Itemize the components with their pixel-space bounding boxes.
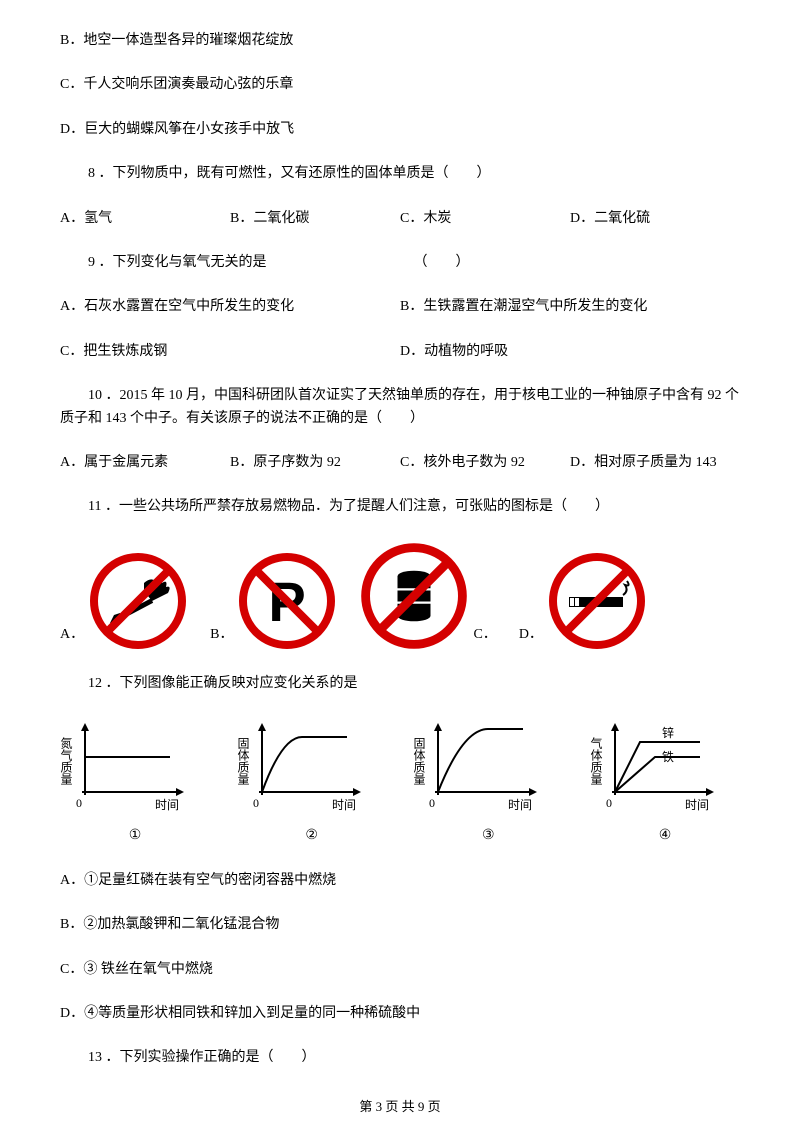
- q12-charts-row: 0 氮气质量 时间 ① 0 固体质量 时间 ② 0 固体质量 时间: [60, 717, 740, 848]
- chart-2: 0 固体质量 时间 ②: [237, 717, 387, 848]
- q9-stem: 9 ．下列变化与氧气无关的是 （ ）: [60, 252, 740, 274]
- svg-text:0: 0: [253, 796, 259, 810]
- svg-text:时间: 时间: [508, 798, 532, 812]
- svg-text:固体质量: 固体质量: [237, 737, 250, 785]
- q11-sign-a[interactable]: A．: [60, 551, 188, 651]
- q9-opt-d[interactable]: D．动植物的呼吸: [400, 341, 740, 363]
- q11-stem: 11 ．一些公共场所严禁存放易燃物品．为了提醒人们注意，可张贴的图标是（ ）: [60, 496, 740, 518]
- q10-stem: 10 ．2015 年 10 月，中国科研团队首次证实了天然铀单质的存在，用于核电…: [60, 385, 740, 430]
- q12-opt-b[interactable]: B．②加热氯酸钾和二氧化锰混合物: [60, 914, 740, 936]
- svg-text:固体质量: 固体质量: [413, 737, 426, 785]
- option-b-top: B．地空一体造型各异的璀璨烟花绽放: [60, 30, 740, 52]
- chart-1-num: ①: [60, 825, 210, 847]
- no-fire-icon: [88, 551, 188, 651]
- no-parking-icon: P: [237, 551, 337, 651]
- svg-text:铁: 铁: [662, 750, 674, 764]
- q13-stem: 13 ．下列实验操作正确的是（ ）: [60, 1047, 740, 1069]
- q8-options: A．氢气 B．二氧化碳 C．木炭 D．二氧化硫: [60, 208, 740, 230]
- q10-opt-a[interactable]: A．属于金属元素: [60, 452, 230, 474]
- q9-options-row1: A．石灰水露置在空气中所发生的变化 B．生铁露置在潮湿空气中所发生的变化: [60, 296, 740, 318]
- q8-opt-c[interactable]: C．木炭: [400, 208, 570, 230]
- option-d-top: D．巨大的蝴蝶风筝在小女孩手中放飞: [60, 119, 740, 141]
- flammable-barrel-icon: [359, 541, 469, 651]
- svg-text:时间: 时间: [332, 798, 356, 812]
- q10-options: A．属于金属元素 B．原子序数为 92 C．核外电子数为 92 D．相对原子质量…: [60, 452, 740, 474]
- q9-options-row2: C．把生铁炼成钢 D．动植物的呼吸: [60, 341, 740, 363]
- q12-stem: 12 ．下列图像能正确反映对应变化关系的是: [60, 673, 740, 695]
- svg-text:气体质量: 气体质量: [590, 736, 603, 785]
- svg-text:锌: 锌: [662, 726, 674, 740]
- q8-opt-a[interactable]: A．氢气: [60, 208, 230, 230]
- q11-label-b: B．: [210, 624, 233, 646]
- option-c-top: C．千人交响乐团演奏最动心弦的乐章: [60, 74, 740, 96]
- q12-opt-d[interactable]: D．④等质量形状相同铁和锌加入到足量的同一种稀硫酸中: [60, 1003, 740, 1025]
- q12-opt-c[interactable]: C．③ 铁丝在氧气中燃烧: [60, 959, 740, 981]
- svg-text:氮气质量: 氮气质量: [60, 736, 73, 785]
- q11-signs-row: A． B． P: [60, 541, 740, 651]
- q11-label-c: C．: [473, 624, 496, 646]
- q11-label-d: D．: [519, 624, 543, 646]
- q11-sign-b[interactable]: B． P: [210, 551, 337, 651]
- svg-text:0: 0: [429, 796, 435, 810]
- q9-opt-a[interactable]: A．石灰水露置在空气中所发生的变化: [60, 296, 400, 318]
- q11-sign-c[interactable]: C．: [359, 541, 496, 651]
- svg-text:时间: 时间: [685, 798, 709, 812]
- q12-opt-a[interactable]: A．①足量红磷在装有空气的密闭容器中燃烧: [60, 870, 740, 892]
- chart-1: 0 氮气质量 时间 ①: [60, 717, 210, 848]
- chart-3: 0 固体质量 时间 ③: [413, 717, 563, 848]
- q11-sign-d[interactable]: D．: [519, 551, 647, 651]
- page-footer: 第 3 页 共 9 页: [0, 1097, 800, 1118]
- svg-text:0: 0: [76, 796, 82, 810]
- q10-opt-d[interactable]: D．相对原子质量为 143: [570, 452, 740, 474]
- q9-opt-b[interactable]: B．生铁露置在潮湿空气中所发生的变化: [400, 296, 740, 318]
- q8-stem: 8 ．下列物质中，既有可燃性，又有还原性的固体单质是（ ）: [60, 163, 740, 185]
- chart-3-num: ③: [413, 825, 563, 847]
- q8-opt-d[interactable]: D．二氧化硫: [570, 208, 740, 230]
- q10-opt-c[interactable]: C．核外电子数为 92: [400, 452, 570, 474]
- q10-opt-b[interactable]: B．原子序数为 92: [230, 452, 400, 474]
- q8-opt-b[interactable]: B．二氧化碳: [230, 208, 400, 230]
- q11-label-a: A．: [60, 624, 84, 646]
- chart-4-num: ④: [590, 825, 740, 847]
- svg-text:时间: 时间: [155, 798, 179, 812]
- svg-text:0: 0: [606, 796, 612, 810]
- no-smoking-icon: [547, 551, 647, 651]
- q9-opt-c[interactable]: C．把生铁炼成钢: [60, 341, 400, 363]
- chart-2-num: ②: [237, 825, 387, 847]
- chart-4: 锌 铁 0 气体质量 时间 ④: [590, 717, 740, 848]
